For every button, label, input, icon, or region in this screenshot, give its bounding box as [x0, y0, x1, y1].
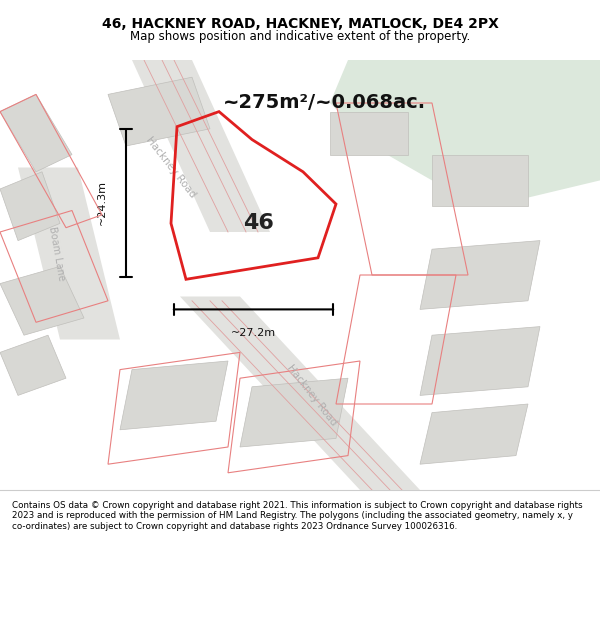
Text: Boam Lane: Boam Lane [47, 226, 67, 281]
Polygon shape [0, 94, 72, 172]
Text: Map shows position and indicative extent of the property.: Map shows position and indicative extent… [130, 30, 470, 43]
Polygon shape [0, 335, 66, 396]
Text: Contains OS data © Crown copyright and database right 2021. This information is : Contains OS data © Crown copyright and d… [12, 501, 583, 531]
Polygon shape [432, 154, 528, 206]
Text: 46, HACKNEY ROAD, HACKNEY, MATLOCK, DE4 2PX: 46, HACKNEY ROAD, HACKNEY, MATLOCK, DE4 … [101, 17, 499, 31]
Text: ~24.3m: ~24.3m [97, 181, 107, 226]
Polygon shape [120, 361, 228, 430]
Polygon shape [240, 378, 348, 447]
Polygon shape [132, 60, 270, 232]
Text: ~275m²/~0.068ac.: ~275m²/~0.068ac. [223, 94, 425, 112]
Polygon shape [18, 168, 120, 339]
Polygon shape [180, 296, 420, 490]
Text: Hackney Road: Hackney Road [144, 135, 198, 200]
Text: Hackney Road: Hackney Road [285, 363, 339, 428]
Polygon shape [330, 60, 600, 198]
Polygon shape [420, 327, 540, 396]
Text: 46: 46 [242, 213, 274, 233]
Polygon shape [330, 112, 408, 154]
Polygon shape [0, 266, 84, 335]
Polygon shape [420, 241, 540, 309]
Polygon shape [0, 172, 60, 241]
Polygon shape [108, 78, 210, 146]
Text: ~27.2m: ~27.2m [231, 328, 276, 338]
Polygon shape [420, 404, 528, 464]
